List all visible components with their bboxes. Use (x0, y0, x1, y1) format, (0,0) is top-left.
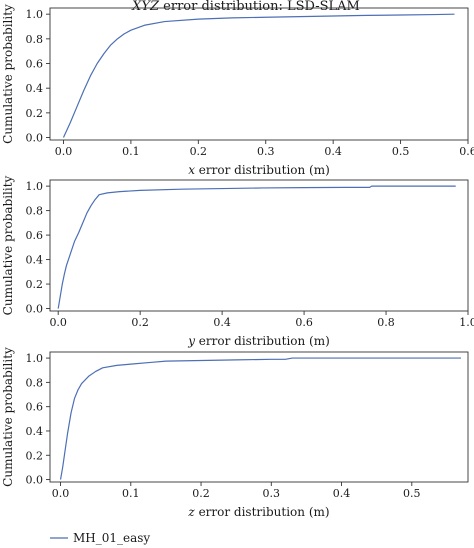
y-tick-label: 0.0 (26, 303, 44, 316)
legend-label: MH_01_easy (73, 531, 150, 545)
y-tick-label: 0.8 (26, 376, 44, 389)
plot-frame (49, 7, 469, 141)
series-line-mh-01-easy (59, 357, 461, 480)
z-error-panel: 0.0 0.1 0.2 0.3 0.4 0.5 0.0 0.2 0.4 0.6 0.8 1.0 z er… (1, 347, 469, 519)
x-axis-label: z error distribution (m) (187, 505, 329, 519)
y-tick-label: 0.0 (26, 474, 44, 487)
x-tick-label: 0.4 (213, 316, 231, 329)
y-tick-label: 0.8 (26, 205, 44, 218)
x-tick-label: 0.3 (263, 487, 281, 500)
y-tick-label: 0.2 (26, 278, 44, 291)
x-tick-label: 0.0 (55, 145, 73, 158)
y-tick-label: 0.4 (26, 425, 44, 438)
x-tick-label: 0.2 (192, 487, 210, 500)
y-axis-label: Cumulative probability (1, 347, 15, 487)
y-axis-label: Cumulative probability (1, 4, 15, 144)
figure-title-italic: XYZ (131, 0, 160, 14)
x-tick-label: 0.2 (190, 145, 208, 158)
x-axis-label-variable: x (188, 163, 195, 177)
x-axis-label-variable: z (187, 505, 195, 519)
x-axis-label-rest: error distribution (m) (195, 334, 330, 348)
plot-frame (49, 351, 469, 483)
x-error-panel: 0.0 0.1 0.2 0.3 0.4 0.5 0.6 0.0 0.2 0.4 0.6 0.8 1.0 x… (1, 4, 474, 177)
x-tick-label: 0.1 (122, 145, 140, 158)
x-tick-label: 0.1 (122, 487, 140, 500)
x-axis-label-variable: y (187, 334, 195, 348)
y-tick-label: 0.2 (26, 107, 44, 120)
x-tick-label: 0.8 (377, 316, 395, 329)
x-tick-label: 0.4 (333, 487, 351, 500)
y-tick-label: 0.4 (26, 82, 44, 95)
legend: MH_01_easy (50, 531, 150, 545)
y-tick-label: 0.6 (26, 58, 44, 71)
x-tick-label: 1.0 (459, 316, 474, 329)
y-tick-label: 0.8 (26, 33, 44, 46)
y-tick-label: 1.0 (26, 180, 44, 193)
x-tick-label: 0.6 (459, 145, 474, 158)
y-tick-label: 1.0 (26, 8, 44, 21)
x-tick-label: 0.6 (295, 316, 313, 329)
y-axis-label: Cumulative probability (1, 175, 15, 315)
figure-title-rest: error distribution: LSD-SLAM (159, 0, 360, 14)
x-tick-label: 0.0 (52, 487, 70, 500)
x-tick-label: 0.0 (49, 316, 67, 329)
x-axis-label: x error distribution (m) (188, 163, 330, 177)
y-error-panel: 0.0 0.2 0.4 0.6 0.8 1.0 0.0 0.2 0.4 0.6 0.8 1.0 y er… (1, 175, 474, 348)
x-axis-label: y error distribution (m) (187, 334, 330, 348)
series-line-mh-01-easy (57, 185, 456, 309)
y-tick-label: 1.0 (26, 352, 44, 365)
x-axis-label-rest: error distribution (m) (195, 163, 330, 177)
x-tick-label: 0.5 (392, 145, 410, 158)
x-tick-label: 0.2 (131, 316, 149, 329)
series-line-mh-01-easy (62, 13, 455, 138)
y-tick-label: 0.6 (26, 401, 44, 414)
plot-frame (49, 179, 469, 312)
x-axis-label-rest: error distribution (m) (195, 505, 330, 519)
y-tick-label: 0.2 (26, 449, 44, 462)
y-tick-label: 0.0 (26, 132, 44, 145)
x-tick-label: 0.3 (257, 145, 275, 158)
x-tick-label: 0.4 (324, 145, 342, 158)
figure-title: XYZ error distribution: LSD-SLAM (131, 0, 360, 14)
y-tick-label: 0.4 (26, 254, 44, 267)
x-tick-label: 0.5 (403, 487, 421, 500)
y-tick-label: 0.6 (26, 229, 44, 242)
